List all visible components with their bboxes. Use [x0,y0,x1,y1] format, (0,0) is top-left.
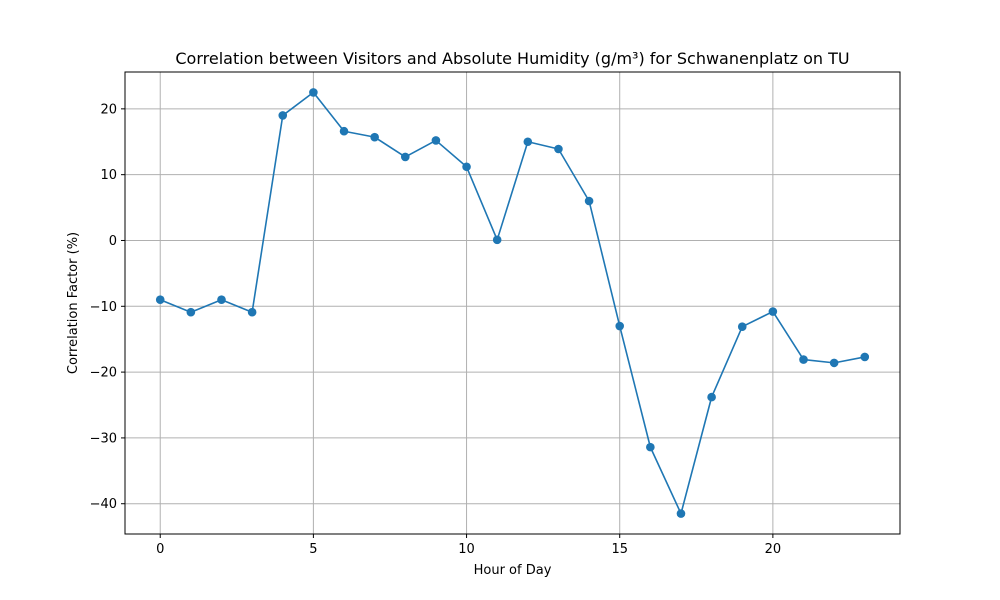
x-tick-label: 15 [611,542,628,557]
y-tick-label: 10 [100,168,117,183]
data-point [155,295,165,305]
x-tick-label: 5 [309,542,317,557]
data-point [554,144,563,154]
data-point [217,295,226,305]
data-point [860,352,870,362]
ticks: 0 5 10 15 20 −40 −30 −20 −10 0 10 20 [90,102,782,557]
data-point [339,126,349,136]
data-point [370,132,379,142]
data-point [799,355,808,364]
x-tick-label: 10 [458,542,475,557]
data-point [829,358,839,368]
y-tick-label: 20 [100,102,117,117]
data-point [309,88,318,97]
data-point [646,442,655,452]
data-point [492,235,502,245]
y-tick-label: 0 [109,234,117,249]
data-point [615,321,625,331]
y-tick-label: −20 [90,366,117,381]
data-point [768,307,778,316]
y-tick-label: −30 [90,431,117,446]
series-layer [155,88,870,518]
data-point [676,509,686,518]
data-point [247,307,257,317]
data-point [523,137,533,147]
data-point [707,392,716,402]
data-point [737,322,747,331]
y-axis-label: Correlation Factor (%) [66,232,81,374]
data-point [462,162,471,172]
chart-title: Correlation between Visitors and Absolut… [175,49,849,68]
y-tick-label: −10 [90,300,117,315]
grid [125,72,900,534]
series-line [159,91,865,515]
data-point [431,136,441,145]
plot-frame [124,71,901,535]
data-point [584,196,594,206]
data-point [278,111,288,120]
x-axis-label: Hour of Day [474,563,552,578]
data-point [186,307,196,317]
x-tick-label: 0 [156,542,164,557]
x-tick-label: 20 [765,542,782,557]
y-tick-label: −40 [90,497,117,512]
data-point [400,152,410,162]
